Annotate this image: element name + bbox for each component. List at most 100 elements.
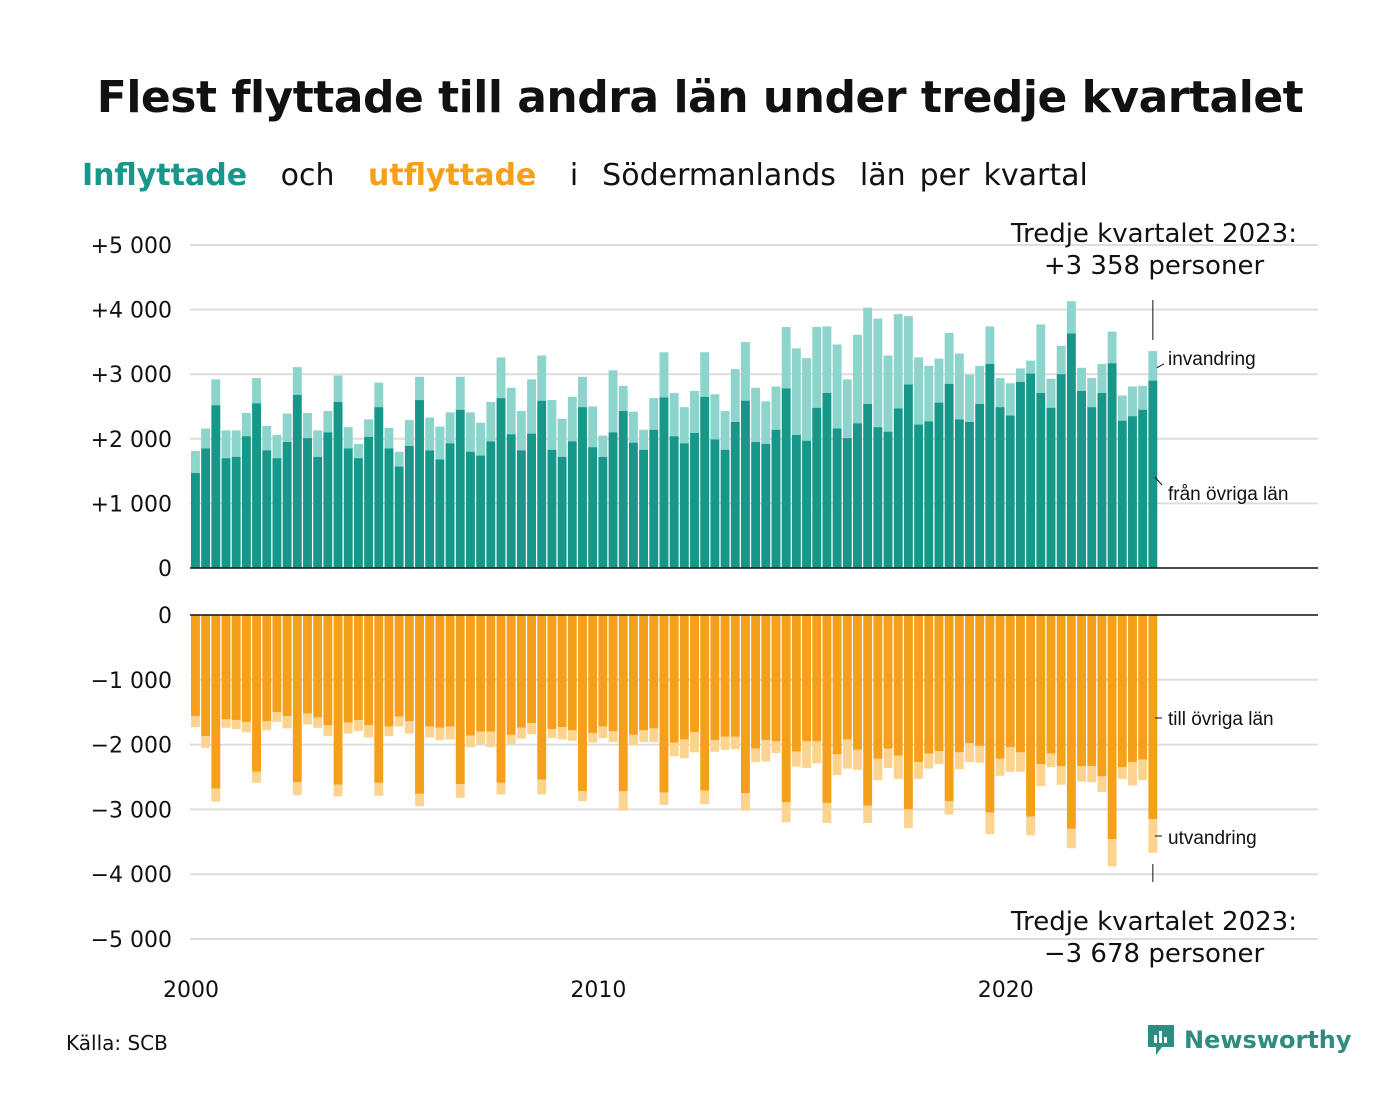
bar-invandring xyxy=(944,332,954,384)
bar-utvandring xyxy=(211,788,221,802)
bar-till-ovriga-lan xyxy=(323,615,333,726)
bar-utvandring xyxy=(221,719,231,728)
bar-fran-ovriga-lan xyxy=(659,397,669,568)
bar-fran-ovriga-lan xyxy=(435,459,445,568)
bar-fran-ovriga-lan xyxy=(649,429,659,568)
bar-invandring xyxy=(1117,395,1127,421)
bar-till-ovriga-lan xyxy=(690,615,699,733)
bar-utvandring xyxy=(435,727,445,741)
bar-fran-ovriga-lan xyxy=(985,363,995,568)
bar-utvandring xyxy=(690,732,699,753)
bar-till-ovriga-lan xyxy=(191,615,200,717)
bar-till-ovriga-lan xyxy=(1036,615,1046,765)
bar-utvandring xyxy=(1148,819,1158,853)
bar-utvandring xyxy=(628,734,638,746)
bar-utvandring xyxy=(588,732,598,743)
bar-fran-ovriga-lan xyxy=(567,441,577,568)
bar-utvandring xyxy=(914,762,924,779)
bar-fran-ovriga-lan xyxy=(1056,374,1066,568)
bar-invandring xyxy=(465,412,475,452)
bar-utvandring xyxy=(465,735,475,748)
bar-fran-ovriga-lan xyxy=(201,448,211,568)
bar-utvandring xyxy=(394,716,404,727)
subtitle-word: i xyxy=(569,158,579,193)
bar-till-ovriga-lan xyxy=(832,615,842,755)
bar-till-ovriga-lan xyxy=(527,615,537,724)
bar-invandring xyxy=(751,387,761,443)
bar-till-ovriga-lan xyxy=(812,615,822,742)
bar-invandring xyxy=(761,401,771,444)
bar-utvandring xyxy=(669,742,679,757)
bar-till-ovriga-lan xyxy=(883,615,893,749)
bar-fran-ovriga-lan xyxy=(486,441,496,568)
bar-utvandring xyxy=(404,721,414,734)
bar-fran-ovriga-lan xyxy=(730,422,740,568)
bar-fran-ovriga-lan xyxy=(1036,392,1046,568)
bar-utvandring xyxy=(853,749,862,770)
bar-till-ovriga-lan xyxy=(588,615,598,733)
bar-invandring xyxy=(903,316,913,385)
bar-utvandring xyxy=(1117,767,1127,779)
bar-invandring xyxy=(618,385,628,412)
source-note: Källa: SCB xyxy=(66,1031,168,1055)
bar-fran-ovriga-lan xyxy=(791,434,801,568)
bar-utvandring xyxy=(934,751,944,765)
bar-utvandring xyxy=(1128,762,1137,786)
bar-till-ovriga-lan xyxy=(710,615,720,741)
bar-invandring xyxy=(221,430,231,459)
bar-utvandring xyxy=(720,736,730,750)
bar-fran-ovriga-lan xyxy=(516,450,526,568)
bar-invandring xyxy=(486,401,496,442)
subtitle-och: och xyxy=(280,158,335,193)
bar-fran-ovriga-lan xyxy=(527,433,537,568)
bar-till-ovriga-lan xyxy=(1138,615,1148,760)
bar-utvandring xyxy=(333,784,343,797)
bar-utvandring xyxy=(252,771,262,783)
bar-utvandring xyxy=(975,745,985,763)
annotation-upper-line2: +3 358 personer xyxy=(1044,251,1265,281)
bar-till-ovriga-lan xyxy=(965,615,974,744)
bar-invandring xyxy=(578,376,587,408)
bar-invandring xyxy=(608,370,618,433)
bar-fran-ovriga-lan xyxy=(995,407,1005,568)
annotation-lower-line1: Tredje kvartalet 2023: xyxy=(1010,907,1297,937)
bar-fran-ovriga-lan xyxy=(1087,407,1097,568)
bar-utvandring xyxy=(863,805,873,824)
series-label-till-ovriga-lan: till övriga län xyxy=(1168,709,1274,730)
bar-till-ovriga-lan xyxy=(303,615,312,714)
bar-fran-ovriga-lan xyxy=(903,384,913,568)
bar-till-ovriga-lan xyxy=(914,615,924,763)
bar-fran-ovriga-lan xyxy=(262,450,272,568)
bar-utvandring xyxy=(842,739,852,769)
bar-utvandring xyxy=(353,719,363,731)
bar-till-ovriga-lan xyxy=(364,615,374,726)
bar-utvandring xyxy=(965,743,974,763)
bar-utvandring xyxy=(802,741,811,768)
bar-fran-ovriga-lan xyxy=(1066,333,1076,568)
bar-fran-ovriga-lan xyxy=(822,392,832,568)
bar-invandring xyxy=(211,379,221,406)
subtitle-word: kvartal xyxy=(983,158,1088,193)
bar-till-ovriga-lan xyxy=(1005,615,1015,748)
bar-fran-ovriga-lan xyxy=(1107,363,1117,568)
bar-till-ovriga-lan xyxy=(700,615,710,791)
bar-utvandring xyxy=(659,792,669,805)
bar-fran-ovriga-lan xyxy=(975,403,985,568)
bar-till-ovriga-lan xyxy=(231,615,241,720)
y-tick-label: +5 000 xyxy=(91,234,172,259)
bar-invandring xyxy=(1138,385,1148,410)
bar-utvandring xyxy=(578,791,587,801)
bar-fran-ovriga-lan xyxy=(374,407,384,568)
bar-fran-ovriga-lan xyxy=(191,473,200,568)
bar-fran-ovriga-lan xyxy=(842,438,852,568)
bar-invandring xyxy=(231,430,241,457)
bar-invandring xyxy=(588,406,598,448)
bar-invandring xyxy=(201,428,211,449)
bar-till-ovriga-lan xyxy=(822,615,832,803)
bar-utvandring xyxy=(710,740,720,752)
bar-utvandring xyxy=(1056,765,1066,785)
chart-title: Flest flyttade till andra län under tred… xyxy=(96,72,1304,123)
bar-utvandring xyxy=(954,752,964,770)
y-tick-label: −3 000 xyxy=(91,798,172,823)
bar-utvandring xyxy=(262,721,272,731)
